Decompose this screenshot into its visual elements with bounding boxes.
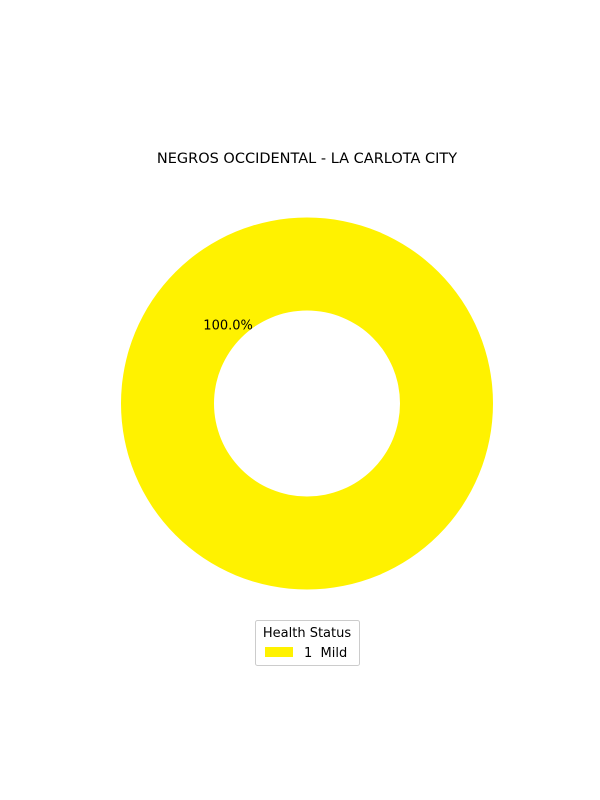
legend-label: 1 Mild <box>304 646 347 661</box>
donut-slice <box>121 217 493 590</box>
donut-slices <box>121 217 493 590</box>
legend-swatch <box>265 647 293 657</box>
percent-label: 100.0% <box>203 319 253 334</box>
percent-labels: 100.0% <box>203 319 253 334</box>
chart-title: NEGROS OCCIDENTAL - LA CARLOTA CITY <box>157 151 457 167</box>
legend: Health Status 1 Mild <box>255 620 360 666</box>
legend-entries: 1 Mild <box>265 646 347 661</box>
legend-title: Health Status <box>263 626 351 641</box>
